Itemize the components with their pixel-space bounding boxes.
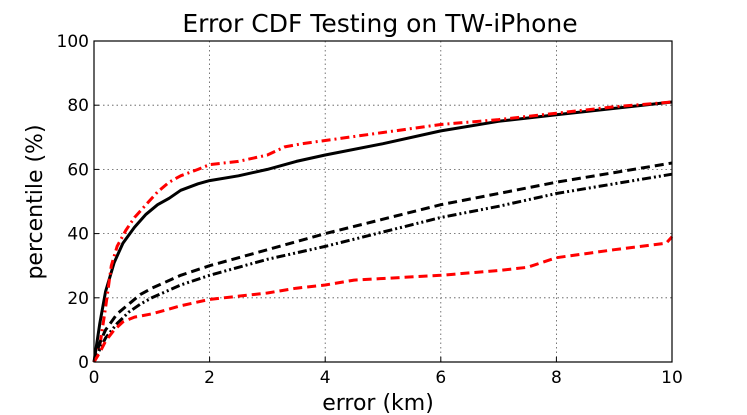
x-tick-label: 2 <box>204 368 215 388</box>
plot-frame <box>93 40 673 363</box>
x-tick-label: 0 <box>89 368 100 388</box>
x-tick-label: 6 <box>435 368 446 388</box>
y-tick-label: 40 <box>67 225 89 245</box>
y-tick-label: 0 <box>78 353 89 373</box>
y-tick-label: 20 <box>67 289 89 309</box>
y-tick-label: 80 <box>67 96 89 116</box>
grid <box>93 40 673 363</box>
series-line-4 <box>92 172 673 363</box>
y-axis-title: percentile (%) <box>23 124 48 279</box>
series-line-3 <box>92 161 673 363</box>
series-line-2 <box>92 100 673 363</box>
y-tick-label: 60 <box>67 160 89 180</box>
x-tick-label: 10 <box>661 368 683 388</box>
x-axis-title: error (km) <box>322 391 434 415</box>
x-tick-label: 8 <box>551 368 562 388</box>
y-tick-label: 100 <box>57 32 89 52</box>
series-line-1 <box>92 100 673 363</box>
chart-title: Error CDF Testing on TW-iPhone <box>182 9 577 38</box>
series-line-5 <box>92 235 674 363</box>
series-group <box>92 100 674 363</box>
x-tick-label: 4 <box>320 368 331 388</box>
